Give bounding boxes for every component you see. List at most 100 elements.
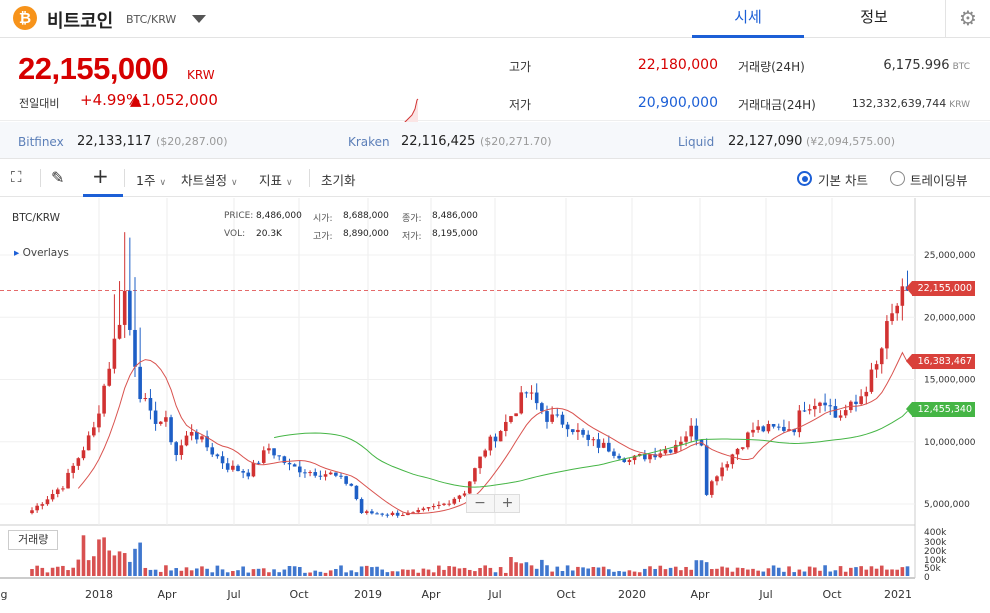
candle-body	[617, 455, 621, 459]
candle-body	[30, 510, 34, 514]
volume-bar	[416, 572, 421, 576]
volume-bar	[40, 567, 45, 576]
x-tick-label: 2021	[884, 588, 912, 601]
volume-bar	[627, 570, 632, 576]
y-tick-label: 5,000,000	[924, 500, 970, 510]
candle-body	[334, 472, 338, 476]
candle-body	[684, 436, 688, 442]
gear-icon[interactable]: ⚙	[945, 0, 990, 38]
volume-bar	[550, 571, 554, 576]
volume-bar	[874, 568, 879, 576]
candle-body	[138, 366, 142, 400]
high-label: 고가	[509, 60, 532, 74]
candle-body	[668, 449, 673, 453]
candle-body	[354, 485, 359, 500]
volume-bar	[668, 567, 673, 576]
volume-bar	[534, 568, 539, 576]
crosshair-icon[interactable]: +	[92, 164, 109, 188]
candlestick-chart[interactable]: g 2018 Apr Jul Oct 2019 Apr Jul Oct 2020 Apr Jul Oct…	[0, 198, 990, 613]
zoom-out-button[interactable]: −	[474, 495, 486, 511]
volume-bar	[509, 557, 513, 576]
volume-toggle-button[interactable]: 거래량	[8, 530, 59, 550]
y-tick-label: 15,000,000	[924, 376, 976, 386]
volume-bar	[61, 565, 65, 576]
candle-body	[607, 442, 611, 452]
candle-body	[411, 512, 415, 514]
candle-body	[483, 450, 487, 457]
period-dropdown[interactable]: 1주 ∨	[136, 173, 167, 188]
candle-body	[50, 493, 55, 500]
x-tick-label: 2020	[618, 588, 646, 601]
candle-body	[885, 321, 889, 349]
pencil-icon[interactable]: ✎	[51, 168, 65, 187]
price-chart-area[interactable]: g 2018 Apr Jul Oct 2019 Apr Jul Oct 2020 Apr Jul Oct…	[0, 198, 990, 613]
candle-body	[431, 506, 436, 508]
candle-body	[895, 305, 899, 314]
volume-bar	[164, 565, 168, 576]
candle-body	[555, 414, 560, 416]
volume-bar	[71, 567, 75, 576]
tab-info[interactable]: 정보	[860, 8, 888, 26]
candle-body	[498, 431, 503, 442]
chart-pair-label: BTC/KRW	[12, 212, 61, 224]
volume-tick-label: 400k	[924, 528, 947, 538]
amount-value: 132,332,639,744 KRW	[851, 97, 970, 110]
volume-bar	[313, 570, 318, 576]
tradingview-radio[interactable]	[890, 171, 905, 186]
candle-body	[818, 402, 822, 406]
volume-bar	[334, 569, 338, 576]
candle-body	[195, 432, 199, 440]
zoom-in-button[interactable]: +	[494, 495, 520, 512]
candle-body	[339, 475, 343, 477]
x-tick-label: Jul	[487, 588, 501, 601]
candle-body	[756, 426, 760, 430]
volume-bar	[565, 565, 570, 576]
candle-body	[869, 369, 874, 392]
volume-bar	[792, 572, 796, 576]
volume-bar	[746, 569, 750, 576]
overlays-toggle[interactable]: ▸ Overlays	[14, 247, 69, 259]
volume-bar	[174, 568, 178, 576]
volume-bar	[818, 570, 822, 576]
candle-body	[153, 410, 158, 424]
candle-body	[673, 444, 678, 453]
fullscreen-icon[interactable]: ⛶	[11, 168, 22, 186]
exchange-usd: (¥2,094,575.00)	[806, 135, 896, 148]
exchange-usd: ($20,287.00)	[156, 135, 228, 148]
tradingview-label[interactable]: 트레이딩뷰	[910, 173, 968, 188]
candle-body	[35, 505, 39, 511]
volume-bar	[107, 550, 112, 576]
y-tick-label: 25,000,000	[924, 251, 976, 261]
volume-label: 거래량(24H)	[738, 60, 805, 74]
volume-bar	[900, 567, 905, 576]
basic-chart-label[interactable]: 기본 차트	[818, 173, 868, 188]
volume-bar	[879, 565, 884, 576]
chart-settings-dropdown[interactable]: 차트설정 ∨	[181, 173, 238, 188]
candle-body	[112, 338, 117, 369]
candle-body	[76, 458, 81, 466]
volume-bar	[694, 560, 699, 576]
candle-body	[540, 403, 544, 412]
volume-bar	[797, 569, 802, 576]
candle-body	[261, 450, 266, 463]
volume-bar	[370, 567, 374, 576]
indicator-dropdown[interactable]: 지표 ∨	[259, 173, 293, 188]
volume-bar	[782, 571, 786, 576]
candle-body	[663, 449, 668, 454]
reset-button[interactable]: 초기화	[321, 173, 356, 188]
volume-bar	[251, 569, 256, 576]
volume-bar	[122, 553, 127, 576]
volume-bar	[895, 569, 899, 576]
candle-body	[864, 391, 869, 397]
active-tool-indicator	[83, 194, 123, 197]
volume-bar	[684, 566, 688, 576]
candle-body	[653, 454, 657, 458]
basic-chart-radio[interactable]	[797, 171, 812, 186]
volume-bar	[617, 571, 621, 576]
volume-bar	[169, 570, 173, 576]
volume-bar	[771, 565, 776, 576]
coin-selector-caret-icon[interactable]	[192, 15, 206, 23]
candle-body	[133, 329, 137, 367]
candle-body	[220, 456, 225, 464]
tab-price[interactable]: 시세	[692, 0, 804, 38]
